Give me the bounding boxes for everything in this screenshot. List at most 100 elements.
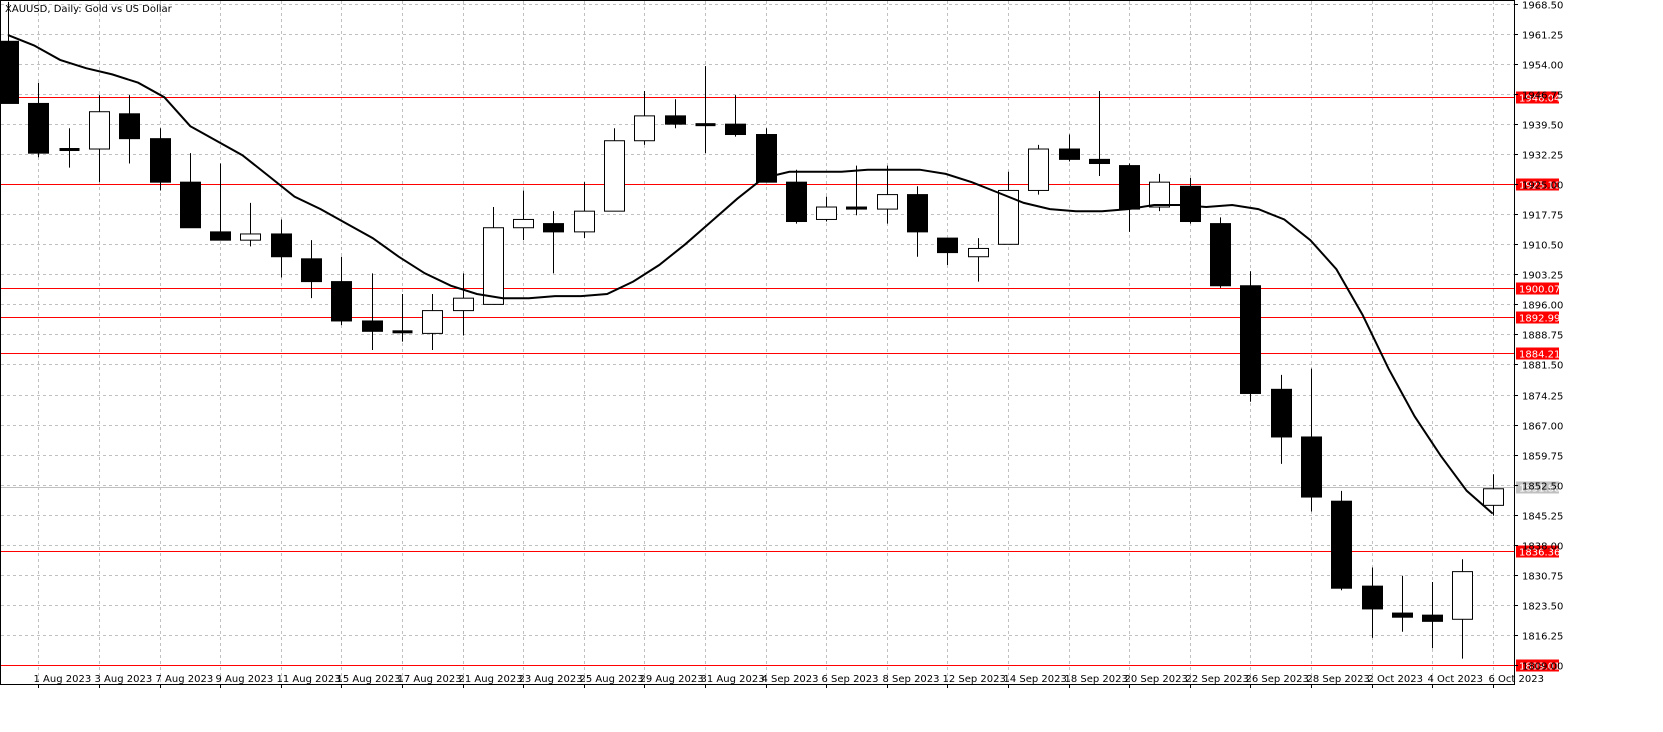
x-tick-label: 4 Sep 2023	[762, 674, 819, 685]
candle	[1028, 144, 1049, 195]
level-price-tag	[1516, 545, 1559, 558]
candle-body	[1028, 148, 1049, 191]
candle	[937, 237, 958, 266]
x-tick-label: 25 Aug 2023	[580, 674, 644, 685]
candle-body	[1271, 388, 1292, 438]
candle-body	[59, 148, 80, 152]
level-price-label: 1836.36	[1519, 548, 1560, 559]
x-tick-label: 7 Aug 2023	[156, 674, 214, 685]
candle	[180, 153, 201, 229]
y-tick-label: 1954.00	[1522, 61, 1563, 72]
y-tick-label: 1874.25	[1522, 392, 1563, 403]
chart-title: XAUUSD, Daily: Gold vs US Dollar	[5, 4, 173, 15]
y-tick-label: 1816.25	[1522, 632, 1563, 643]
y-tick-label: 1838.00	[1522, 542, 1563, 553]
x-tick-label: 8 Sep 2023	[883, 674, 940, 685]
candle	[422, 294, 443, 350]
candle-body	[1180, 185, 1201, 223]
x-tick-label: 12 Sep 2023	[943, 674, 1006, 685]
x-tick-label: 17 Aug 2023	[398, 674, 462, 685]
candle-body	[301, 258, 322, 283]
candle	[816, 196, 837, 222]
candle	[907, 186, 928, 257]
level-price-label: 1809.01	[1519, 662, 1560, 673]
y-tick-label: 1809.00	[1522, 662, 1563, 673]
candle	[725, 95, 746, 137]
level-price-label: 1900.07	[1519, 285, 1560, 296]
candle-body	[1301, 436, 1322, 498]
y-tick-label: 1867.00	[1522, 422, 1563, 433]
y-tick-label: 1896.00	[1522, 301, 1563, 312]
candle-body	[1452, 571, 1473, 620]
level-price-tag	[1516, 91, 1559, 104]
candle-body	[756, 134, 777, 183]
x-tick-label: 26 Sep 2023	[1246, 674, 1309, 685]
candle	[483, 207, 504, 305]
x-tick-label: 2 Oct 2023	[1368, 674, 1423, 685]
y-tick-label: 1961.25	[1522, 31, 1563, 42]
candle	[1180, 178, 1201, 224]
candle-body	[150, 138, 171, 183]
candle-body	[1210, 223, 1231, 287]
x-tick-label: 11 Aug 2023	[277, 674, 341, 685]
y-tick-label: 1859.75	[1522, 452, 1563, 463]
x-tick-label: 9 Aug 2023	[216, 674, 274, 685]
candles	[0, 1, 1504, 659]
x-tick-label: 28 Sep 2023	[1307, 674, 1370, 685]
candle	[1119, 163, 1140, 232]
x-tick-label: 20 Sep 2023	[1125, 674, 1188, 685]
candle	[271, 219, 292, 278]
y-tick-label: 1939.50	[1522, 121, 1563, 132]
candle	[968, 238, 989, 282]
x-tick-label: 18 Sep 2023	[1065, 674, 1128, 685]
y-tick-label: 1925.00	[1522, 181, 1563, 192]
time-axis: 1 Aug 2023 3 Aug 2023 7 Aug 2023 9 Aug 2023…	[34, 674, 1544, 688]
candle	[695, 66, 716, 154]
candle-body	[998, 189, 1019, 245]
candle-body	[1362, 585, 1383, 610]
x-tick-label: 6 Sep 2023	[822, 674, 879, 685]
price-axis: 1968.50 1961.25 1954.00 1946.75 1939.50 1932.…	[1514, 1, 1563, 673]
y-tick-label: 1852.50	[1522, 482, 1563, 493]
candle-body	[1059, 148, 1080, 160]
candle	[1301, 368, 1322, 512]
candle-body	[695, 123, 716, 127]
candle	[1271, 374, 1292, 464]
level-price-tag	[1516, 282, 1559, 295]
candle	[1089, 91, 1110, 176]
candle	[1240, 271, 1261, 402]
y-tick-label: 1881.50	[1522, 361, 1563, 372]
current-price-tag	[1516, 481, 1559, 494]
candle	[756, 128, 777, 183]
candle	[89, 95, 110, 183]
candle-body	[362, 320, 383, 332]
candle	[665, 99, 686, 129]
x-tick-label: 15 Aug 2023	[337, 674, 401, 685]
level-price-tag	[1516, 311, 1559, 324]
candle-body	[422, 310, 443, 334]
candle	[1059, 134, 1080, 162]
candle	[119, 95, 140, 164]
candle	[877, 165, 898, 224]
x-tick-label: 6 Oct 2023	[1489, 674, 1544, 685]
moving-average-line	[7, 34, 1494, 515]
candle-body	[331, 281, 352, 322]
candle	[1362, 567, 1383, 638]
y-tick-label: 1917.75	[1522, 211, 1563, 222]
candle-body	[0, 40, 19, 104]
x-tick-label: 4 Oct 2023	[1428, 674, 1483, 685]
candle-body	[665, 115, 686, 125]
candle	[1483, 474, 1504, 516]
x-tick-label: 23 Aug 2023	[519, 674, 583, 685]
candle	[998, 171, 1019, 245]
candle-body	[1119, 165, 1140, 210]
candle	[786, 169, 807, 224]
candle-body	[1331, 500, 1352, 589]
x-tick-label: 29 Aug 2023	[640, 674, 704, 685]
candle	[59, 128, 80, 168]
candle-body	[604, 140, 625, 212]
candle	[604, 128, 625, 212]
level-price-tag	[1516, 178, 1559, 191]
candle	[574, 182, 595, 239]
